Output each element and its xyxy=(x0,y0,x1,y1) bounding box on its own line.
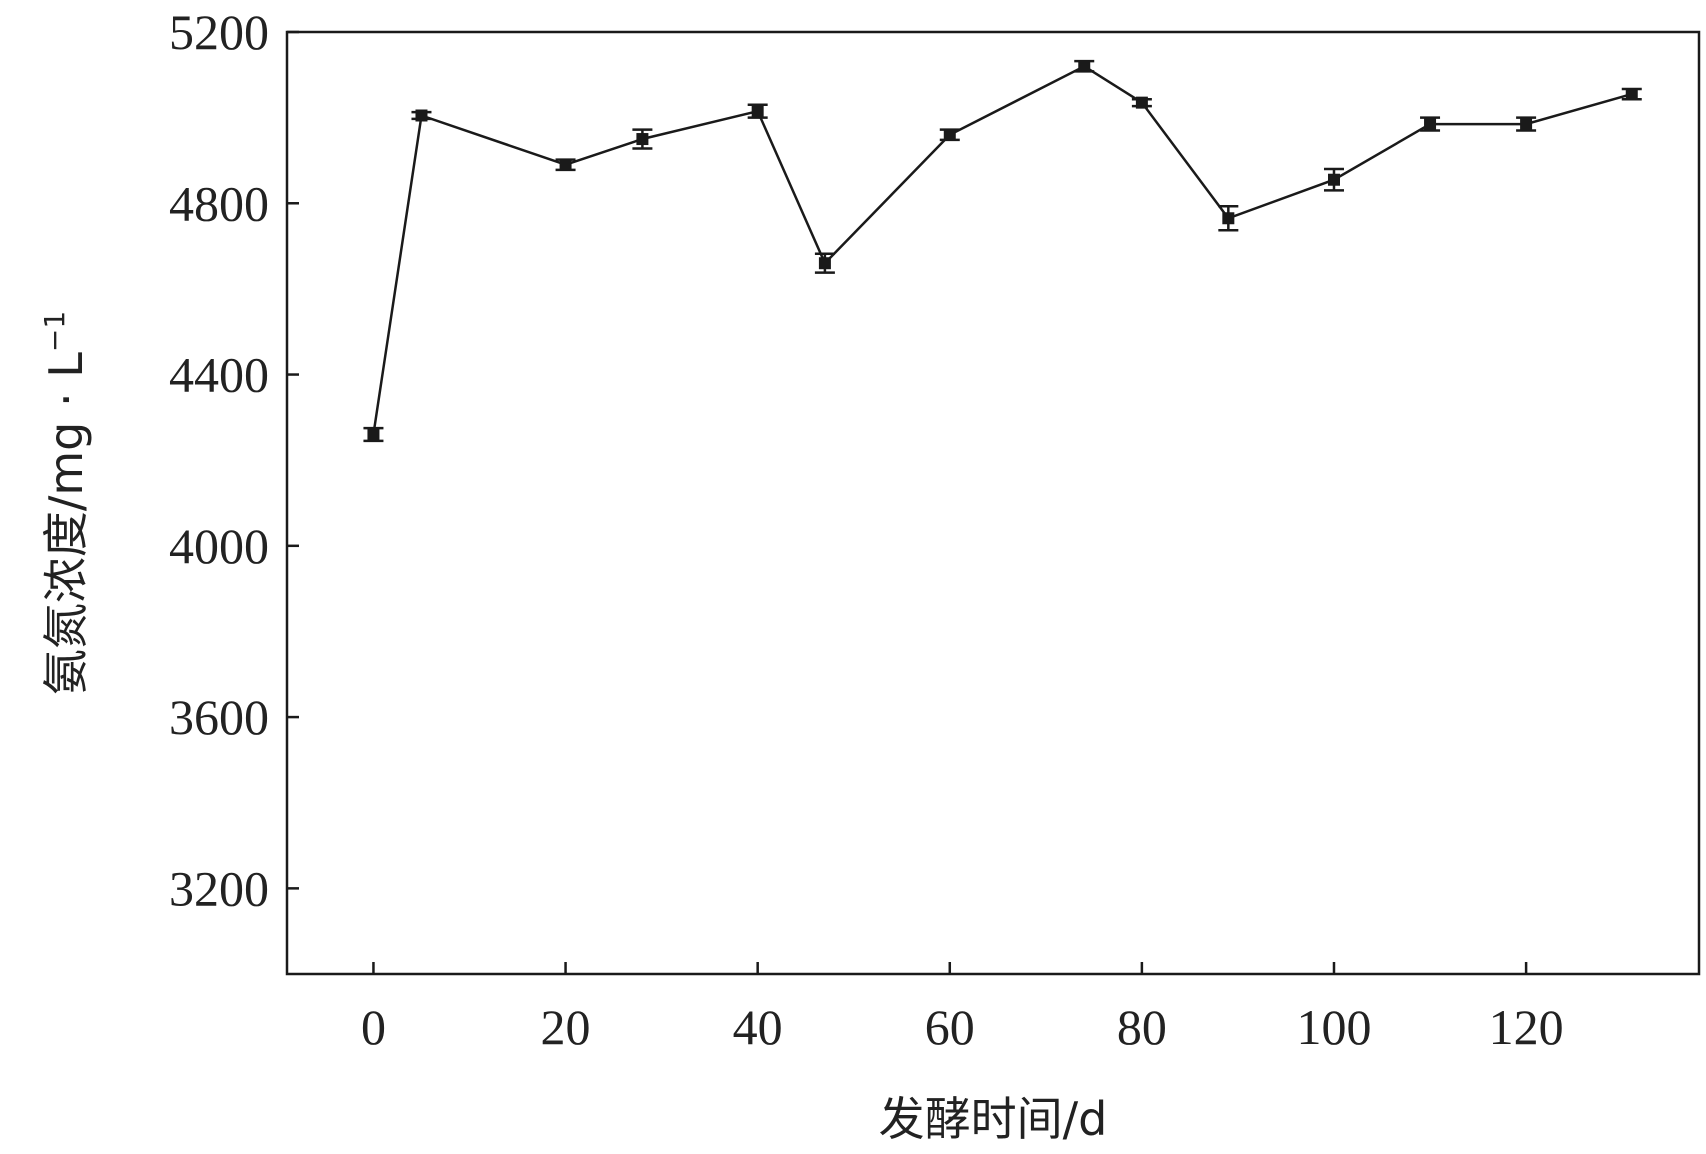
y-axis-title-superscript: −1 xyxy=(38,311,71,352)
x-axis-title: 发酵时间/d xyxy=(879,1092,1108,1146)
data-point xyxy=(943,128,956,141)
y-tick-label: 3600 xyxy=(169,689,269,745)
data-point xyxy=(1327,173,1340,186)
x-tick-label: 40 xyxy=(733,999,783,1055)
x-tick-label: 0 xyxy=(361,999,386,1055)
data-point xyxy=(1625,88,1638,101)
y-tick-label: 4400 xyxy=(169,347,269,403)
y-tick-label: 4800 xyxy=(169,175,269,231)
x-tick-label: 60 xyxy=(925,999,975,1055)
data-point xyxy=(1135,96,1148,109)
data-point xyxy=(636,133,649,146)
data-point xyxy=(1222,212,1235,225)
series-layer xyxy=(363,59,1642,443)
x-tick-label: 120 xyxy=(1489,999,1564,1055)
x-tick-label: 20 xyxy=(541,999,591,1055)
y-tick-label: 4000 xyxy=(169,518,269,574)
data-point xyxy=(1424,118,1437,131)
series-line xyxy=(372,64,1633,435)
y-tick-label: 5200 xyxy=(169,4,269,60)
x-tick-label: 100 xyxy=(1296,999,1371,1055)
data-point xyxy=(415,109,428,122)
data-point xyxy=(818,257,831,270)
x-axis-ticks: 0 20 40 60 80 100 120 xyxy=(361,962,1564,1055)
y-axis-title-main: 氨氮浓度/mg · L xyxy=(39,352,93,695)
data-point xyxy=(1520,118,1533,131)
x-tick-label: 80 xyxy=(1117,999,1167,1055)
data-point xyxy=(559,158,572,171)
plot-frame xyxy=(285,30,1701,976)
data-point xyxy=(751,105,764,118)
data-point xyxy=(1078,60,1091,73)
y-axis-title: 氨氮浓度/mg · L−1 xyxy=(38,311,93,695)
data-point xyxy=(367,428,380,441)
y-tick-label: 3200 xyxy=(169,860,269,916)
y-axis-ticks: 3200 3600 4000 4400 4800 5200 xyxy=(169,4,299,916)
